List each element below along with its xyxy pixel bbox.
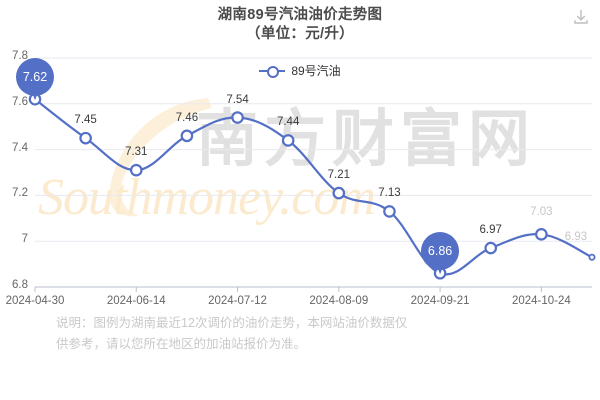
x-axis-tick-label: 2024-06-14 xyxy=(106,295,166,307)
x-axis-tick-label: 2024-09-21 xyxy=(410,295,470,307)
data-point-marker xyxy=(433,266,447,280)
chart-subtitle: （单位：元/升） xyxy=(246,26,354,42)
chart-legend: 89号汽油 xyxy=(0,62,600,79)
low-point-tooltip: 6.86 xyxy=(421,232,460,275)
data-point-marker xyxy=(484,241,498,255)
data-point-label: 6.97 xyxy=(479,224,502,237)
y-axis-tick-label: 7.8 xyxy=(12,50,28,62)
data-point-label: 7.31 xyxy=(125,146,148,159)
data-point-label: 7.44 xyxy=(276,116,300,129)
watermark-chinese: 南方财富网 xyxy=(196,102,537,175)
data-point-label: 7.45 xyxy=(74,114,97,127)
y-axis-tick-label: 7 xyxy=(21,233,28,246)
legend-item-label[interactable]: 89号汽油 xyxy=(291,64,341,78)
y-axis-tick-label: 7.2 xyxy=(12,187,28,200)
tooltip-tail xyxy=(433,256,448,275)
tooltip-body xyxy=(421,232,460,271)
data-point-label: 7.13 xyxy=(378,187,401,200)
data-point-marker xyxy=(28,92,42,106)
watermark-swoosh xyxy=(109,98,212,217)
x-axis-tick-label: 2024-07-12 xyxy=(208,295,267,307)
legend-marker-icon xyxy=(259,65,286,78)
chart-title-block: 湖南89号汽油油价走势图 （单位：元/升） xyxy=(0,6,600,44)
data-point-marker xyxy=(588,253,596,261)
y-axis-tick-label: 7.4 xyxy=(12,141,28,154)
x-axis-tick-label: 2024-10-24 xyxy=(511,295,571,307)
download-icon[interactable] xyxy=(572,8,590,26)
chart-note: 说明：图例为湖南最近12次调价的油价走势，本网站油价数据仅 供参考，请以您所在地… xyxy=(56,313,550,355)
y-axis-tick-label: 6.8 xyxy=(12,279,28,291)
y-axis-tick-label: 7.6 xyxy=(12,95,28,108)
x-axis-tick-label: 2024-04-30 xyxy=(5,295,65,307)
data-point-marker xyxy=(180,129,194,143)
x-axis-tick-label: 2024-08-09 xyxy=(309,295,369,307)
data-point-marker xyxy=(383,205,396,218)
data-point-marker xyxy=(535,228,548,241)
data-point-label: 7.54 xyxy=(226,93,249,106)
data-point-marker xyxy=(231,111,244,124)
chart-title: 湖南89号汽油油价走势图 xyxy=(217,7,383,23)
data-point-marker xyxy=(332,186,346,200)
data-point-label: 7.03 xyxy=(530,206,553,219)
data-point-marker xyxy=(79,131,92,145)
tooltip-value: 6.86 xyxy=(427,244,453,259)
data-point-label: 6.93 xyxy=(564,231,588,244)
data-point-label: 7.46 xyxy=(175,111,199,124)
chart-note-line-2: 供参考，请以您所在地区的加油站报价为准。 xyxy=(56,337,307,351)
series-line xyxy=(33,98,594,276)
data-point-marker xyxy=(281,134,295,147)
chart-note-line-1: 说明：图例为湖南最近12次调价的油价走势，本网站油价数据仅 xyxy=(56,316,408,330)
data-point-marker xyxy=(129,163,143,177)
data-point-label: 7.21 xyxy=(327,169,350,182)
watermark-english: Southmoney.com xyxy=(38,169,376,226)
tooltip-tail xyxy=(28,82,42,101)
